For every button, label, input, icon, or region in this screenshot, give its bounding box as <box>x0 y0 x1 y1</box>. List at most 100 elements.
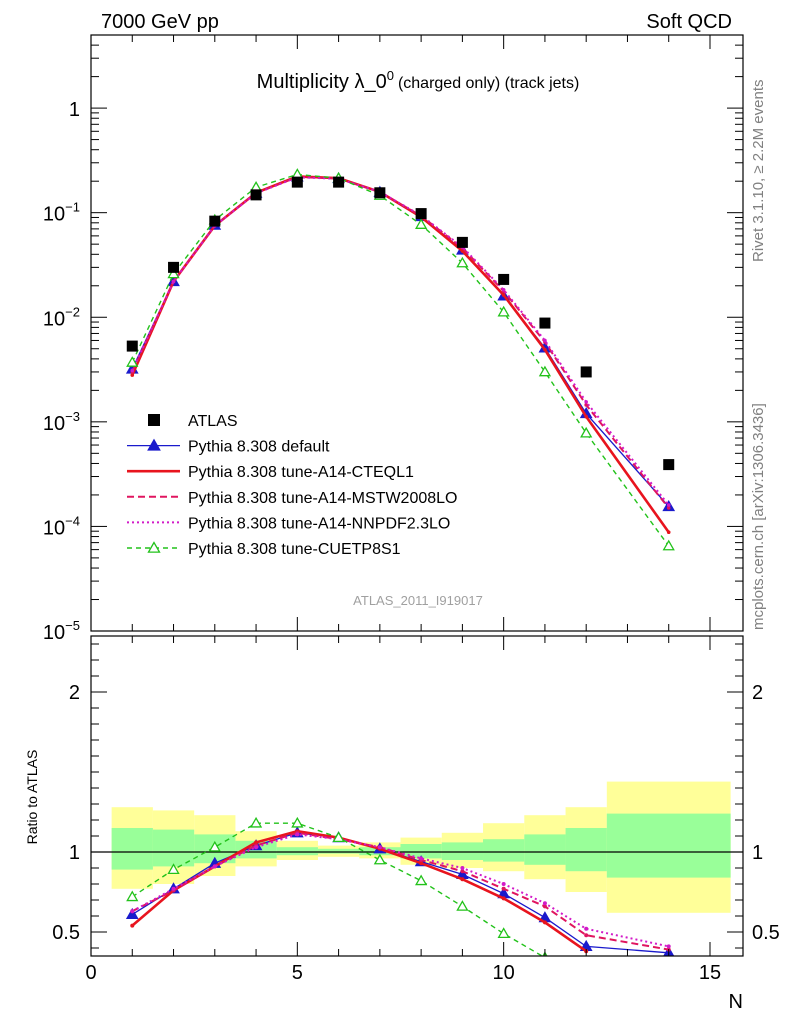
ratio-point-cuetp8s1 <box>373 853 386 865</box>
rivet-label: Rivet 3.1.10, ≥ 2.2M events <box>750 80 767 263</box>
ratio-point-a14_nnpdf <box>666 944 671 949</box>
ratio-point-a14_nnpdf <box>295 832 300 837</box>
ratio-point-cuetp8s1 <box>664 980 674 989</box>
main-point-data <box>168 261 180 273</box>
main-point-a14_cteq <box>584 414 588 419</box>
x-tick-label: 5 <box>292 962 303 984</box>
ratio-point-a14_nnpdf <box>212 864 217 869</box>
process-label: Soft QCD <box>646 11 732 33</box>
main-point-data <box>291 176 303 188</box>
x-tick-label: 0 <box>85 962 96 984</box>
main-point-cuetp8s1 <box>456 256 469 268</box>
ratio-y-tick-label-right: 2 <box>752 682 763 704</box>
main-point-cuetp8s1 <box>415 218 428 229</box>
ratio-series-group <box>125 816 675 989</box>
ratio-band-inner <box>606 813 731 878</box>
ratio-point-cuetp8s1 <box>497 927 510 938</box>
main-point-data <box>374 187 386 199</box>
legend-marker-data <box>148 414 160 426</box>
ratio-frame <box>90 635 744 957</box>
ratio-y-tick-label-left: 1 <box>69 842 80 864</box>
main-point-cuetp8s1 <box>126 356 139 367</box>
ratio-point-a14_mstw <box>501 886 506 891</box>
energy-label: 7000 GeV pp <box>101 11 219 33</box>
main-point-a14_nnpdf <box>171 279 176 284</box>
plot-title-main: Multiplicity λ_0 <box>257 71 387 93</box>
ratio-point-cuetp8s1 <box>456 900 469 911</box>
ratio-point-a14_cteq <box>130 923 135 928</box>
ratio-point-a14_cteq <box>254 840 259 845</box>
main-point-a14_mstw <box>584 403 588 407</box>
main-point-data <box>333 176 345 188</box>
ratio-point-cuetp8s1 <box>581 965 591 974</box>
main-point-data <box>415 208 427 220</box>
main-point-data <box>498 273 510 285</box>
main-point-data <box>250 189 262 201</box>
ratio-point-a14_nnpdf <box>542 901 547 906</box>
main-y-tick-label: 10−3 <box>43 409 80 435</box>
main-point-data <box>456 236 468 248</box>
ratio-y-tick-label-left: 2 <box>69 682 80 704</box>
ratio-point-a14_nnpdf <box>130 909 135 914</box>
main-y-tick-label: 10−5 <box>43 618 80 644</box>
main-point-a14_cteq <box>130 373 135 377</box>
main-point-cuetp8s1 <box>580 426 593 438</box>
legend-label-data: ATLAS <box>188 413 238 430</box>
ratio-point-a14_mstw <box>542 904 547 909</box>
ratio-point-cuetp8s1 <box>415 874 428 886</box>
main-point-a14_cteq <box>501 293 506 297</box>
x-tick-label: 10 <box>493 962 515 984</box>
ratio-point-cuetp8s1 <box>332 831 345 842</box>
ratio-point-a14_nnpdf <box>460 866 465 870</box>
main-y-tick-label: 1 <box>69 99 80 121</box>
ratio-point-cuetp8s1 <box>249 816 263 828</box>
ratio-band-inner <box>441 842 484 860</box>
ratio-point-cuetp8s1 <box>291 816 304 828</box>
main-y-tick-label: 10−2 <box>43 304 80 330</box>
main-point-data <box>126 340 138 352</box>
legend-label-a14_mstw: Pythia 8.308 tune-A14-MSTW2008LO <box>188 490 457 507</box>
ratio-point-a14_cteq <box>419 861 424 866</box>
analysis-watermark: ATLAS_2011_I919017 <box>353 593 483 608</box>
ratio-panel: 0 5 10 15 0.5 0.5 1 1 2 2 <box>52 635 780 989</box>
legend-marker-default <box>147 438 161 451</box>
main-point-data <box>209 215 221 227</box>
ratio-point-cuetp8s1 <box>126 890 139 902</box>
ratio-y-tick-label-left: 0.5 <box>52 922 80 944</box>
main-point-a14_cteq <box>666 530 671 535</box>
ratio-point-a14_mstw <box>460 869 465 874</box>
ratio-band-inner <box>152 829 195 867</box>
ratio-point-a14_nnpdf <box>254 845 259 850</box>
legend-label-cuetp8s1: Pythia 8.308 tune-CUETP8S1 <box>188 541 401 558</box>
x-axis-label: N <box>729 991 743 1013</box>
main-point-a14_nnpdf <box>130 368 135 373</box>
ratio-point-a14_mstw <box>584 933 589 938</box>
main-point-cuetp8s1 <box>167 267 180 279</box>
main-point-a14_nnpdf <box>501 288 506 292</box>
ratio-band-inner <box>565 828 607 872</box>
ratio-band-inner <box>317 848 360 854</box>
ratio-y-tick-label-right: 0.5 <box>752 922 780 944</box>
main-point-data <box>539 317 551 329</box>
ratio-band-inner <box>400 844 442 859</box>
ratio-point-default <box>125 907 139 920</box>
legend-label-a14_nnpdf: Pythia 8.308 tune-A14-NNPDF2.3LO <box>188 515 450 532</box>
ratio-point-a14_nnpdf <box>377 845 382 850</box>
main-series-group <box>125 168 676 551</box>
main-y-tick-label: 10−1 <box>43 200 80 226</box>
legend-label-a14_cteq: Pythia 8.308 tune-A14-CTEQL1 <box>188 464 414 481</box>
legend-marker-cuetp8s1 <box>147 541 161 553</box>
mcplots-label: mcplots.cern.ch [arXiv:1306.3436] <box>750 403 767 630</box>
ratio-band-inner <box>483 839 525 862</box>
main-point-data <box>580 366 592 378</box>
ratio-point-a14_cteq <box>460 877 465 882</box>
main-point-a14_nnpdf <box>584 400 588 404</box>
main-y-tick-label: 10−4 <box>43 513 80 539</box>
plot-title-suffix: (charged only) (track jets) <box>398 75 579 92</box>
ratio-point-a14_cteq <box>542 920 547 925</box>
ratio-point-a14_nnpdf <box>419 856 424 861</box>
ratio-point-a14_nnpdf <box>501 882 506 886</box>
ratio-band-inner <box>111 828 153 870</box>
legend-label-default: Pythia 8.308 default <box>188 439 330 456</box>
main-point-a14_mstw <box>666 506 671 510</box>
